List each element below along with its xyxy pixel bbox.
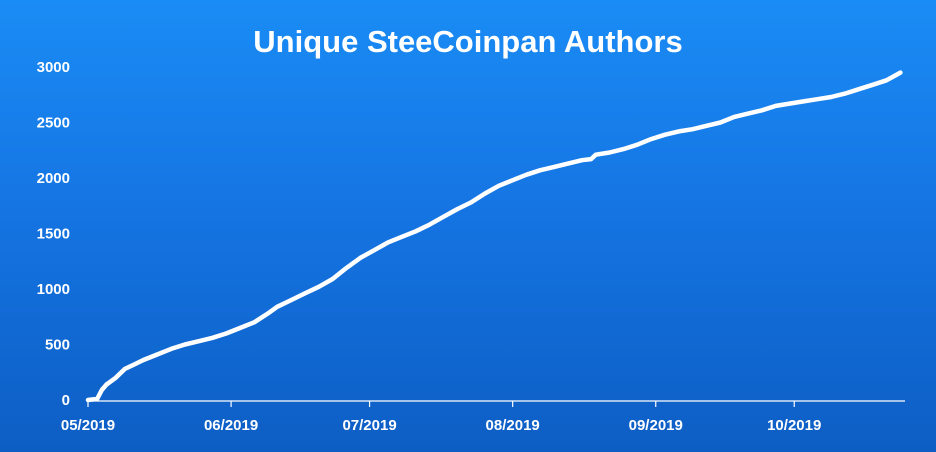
x-tick-label: 08/2019 — [486, 417, 540, 434]
x-tick-label: 09/2019 — [629, 417, 683, 434]
y-tick-label: 3000 — [37, 59, 70, 76]
y-axis-ticks: 0 500 1000 1500 2000 2500 3000 — [37, 59, 70, 409]
y-tick-label: 1000 — [37, 281, 70, 298]
x-tick-label: 06/2019 — [204, 417, 258, 434]
x-tick-label: 07/2019 — [342, 417, 396, 434]
series-line — [85, 70, 903, 403]
y-tick-label: 2000 — [37, 170, 70, 187]
chart-title: Unique SteeCoinpan Authors — [253, 24, 683, 59]
x-axis-ticks: 05/2019 06/2019 07/2019 08/2019 09/2019 10/20… — [61, 417, 821, 434]
y-tick-label: 0 — [62, 392, 70, 409]
x-tick-label: 05/2019 — [61, 417, 115, 434]
y-tick-label: 1500 — [37, 226, 70, 243]
x-axis-tick-marks — [87, 401, 795, 407]
y-tick-label: 500 — [45, 337, 70, 354]
y-tick-label: 2500 — [37, 115, 70, 132]
x-tick-label: 10/2019 — [767, 417, 821, 434]
